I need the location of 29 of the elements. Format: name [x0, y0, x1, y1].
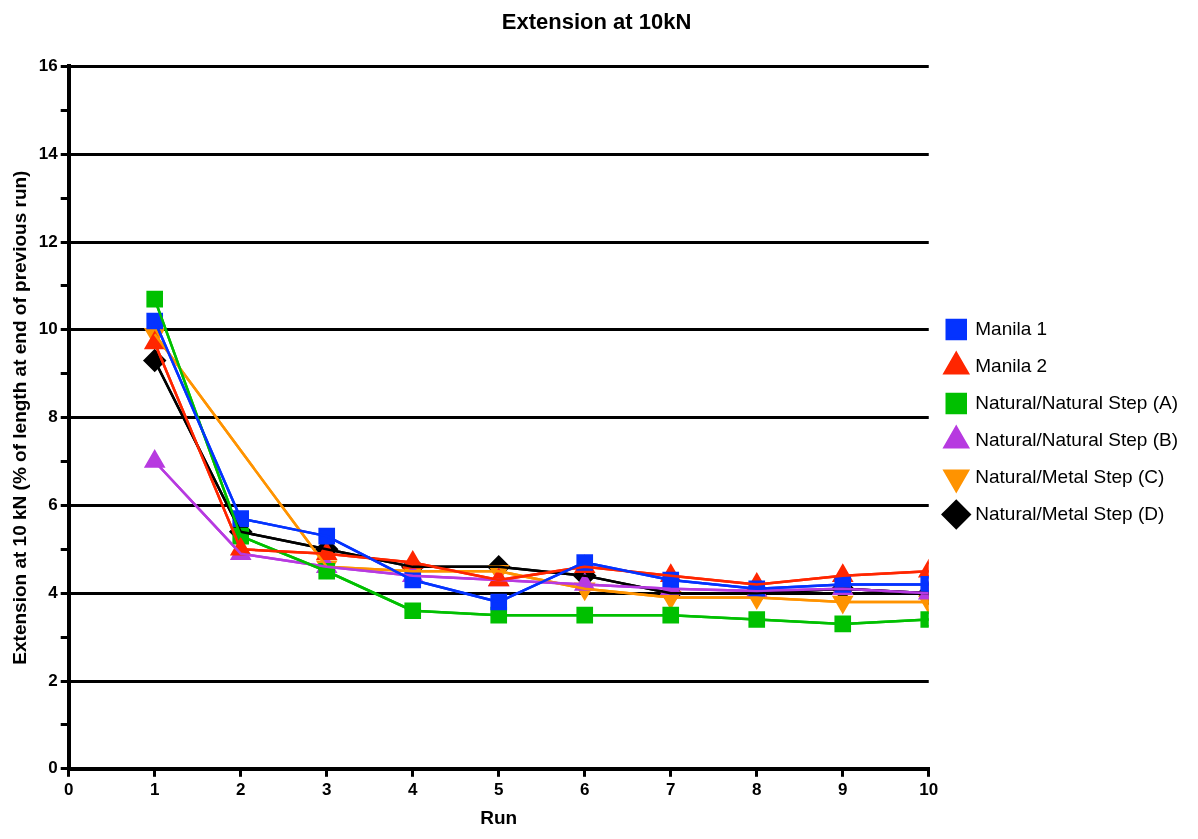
y-tick-label: 6 — [48, 495, 58, 515]
y-tick-label: 4 — [48, 582, 59, 602]
y-axis-title: Extension at 10 kN (% of length at end of previous run) — [8, 170, 30, 665]
y-tick-label: 2 — [48, 670, 58, 690]
x-tick-label: 3 — [321, 779, 332, 799]
x-axis-title: Run — [480, 806, 518, 828]
x-tick-label: 10 — [919, 779, 939, 799]
y-tick-label: 8 — [48, 407, 58, 427]
x-tick-label: 9 — [838, 779, 848, 799]
x-tick-label: 4 — [407, 779, 418, 799]
x-tick-label: 8 — [752, 779, 762, 799]
legend-label: Natural/Metal Step (D) — [975, 502, 1165, 524]
x-tick-label: 0 — [63, 779, 74, 799]
legend-label: Manila 1 — [975, 317, 1048, 339]
y-tick-label: 16 — [38, 56, 58, 76]
x-tick-label: 1 — [149, 779, 160, 799]
legend-label: Natural/Natural Step (A) — [975, 391, 1178, 413]
x-tick-label: 5 — [494, 779, 504, 799]
y-tick-label: 0 — [48, 758, 58, 778]
x-tick-label: 2 — [235, 779, 246, 799]
legend-label: Natural/Natural Step (B) — [975, 428, 1178, 450]
chart-title: Extension at 10kN — [501, 9, 692, 35]
legend-label: Manila 2 — [975, 354, 1048, 376]
y-tick-label: 14 — [38, 143, 59, 163]
legend-label: Natural/Metal Step (C) — [975, 465, 1165, 487]
y-tick-label: 10 — [38, 319, 58, 339]
x-tick-label: 6 — [580, 779, 590, 799]
x-tick-label: 7 — [666, 779, 676, 799]
y-tick-label: 12 — [38, 231, 58, 251]
